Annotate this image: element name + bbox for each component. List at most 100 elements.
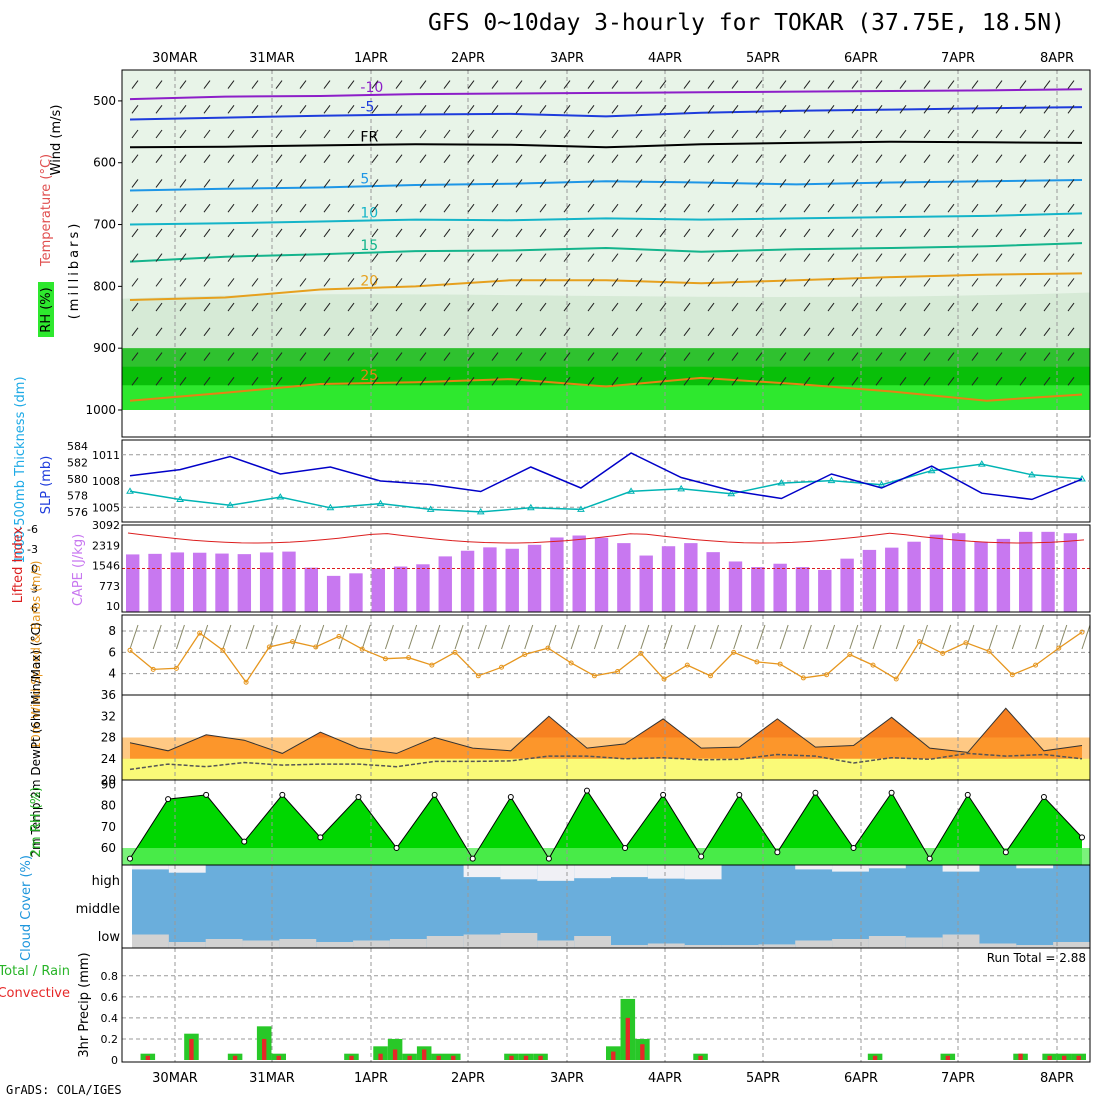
wind-barb	[539, 253, 547, 262]
rh-marker	[165, 796, 172, 803]
slp-tick-label: 1011	[92, 449, 120, 462]
bottom-date-label: 7APR	[941, 1071, 975, 1086]
wind-barb	[443, 80, 451, 89]
wind-barb	[755, 80, 763, 89]
wind-barb	[539, 104, 547, 114]
wind-barb	[683, 302, 691, 312]
wind-barb	[467, 376, 475, 386]
wind-barb	[347, 352, 355, 361]
surface-wind-barb	[1011, 624, 1021, 650]
cape-bar	[237, 554, 252, 612]
wind-tick-label: 6	[108, 645, 116, 659]
isotherm-label: -5	[360, 100, 374, 116]
wind-barb	[995, 179, 1003, 188]
wind-barb	[251, 327, 259, 337]
precip-conv-bar	[276, 1055, 281, 1060]
wind-barb	[443, 228, 451, 238]
lifted-index-line	[127, 532, 1085, 544]
wind-barb	[419, 104, 427, 114]
wind-barb	[587, 253, 595, 262]
wind-barb	[731, 80, 739, 89]
wind-barb	[683, 203, 691, 213]
wind-barb	[179, 154, 187, 164]
rh-marker	[431, 791, 438, 798]
wind-barb	[635, 302, 643, 312]
rh-marker	[926, 855, 933, 862]
surface-wind-barb	[129, 624, 139, 650]
thickness-marker	[877, 480, 886, 488]
upper-ylabel-rh: RH (%)	[39, 287, 54, 332]
top-date-label: 6APR	[844, 51, 878, 66]
wind-barb	[275, 278, 283, 287]
wind-barb	[419, 253, 427, 262]
cloud-high-gap	[684, 865, 722, 880]
wind-speed-marker	[800, 675, 806, 681]
wind-barb	[875, 302, 883, 312]
wind-barb	[1019, 253, 1027, 262]
wind-barb	[611, 203, 619, 213]
surface-wind-barb	[710, 624, 719, 650]
cape-ylabel-cape: CAPE (J/kg)	[71, 534, 86, 606]
cape-bar	[572, 535, 586, 612]
cape-bar	[907, 541, 921, 612]
rh-marker	[812, 789, 819, 796]
wind-speed-marker	[336, 633, 342, 639]
wind-barb	[179, 129, 187, 139]
surface-wind-barb	[895, 624, 905, 650]
cloud-low-gap	[758, 944, 796, 948]
isotherm-line	[129, 242, 1083, 263]
wind-barb	[251, 203, 259, 213]
cape-bar	[728, 561, 743, 612]
wind-barb	[371, 253, 379, 262]
cape-bar	[929, 534, 944, 612]
wind-barb	[683, 278, 691, 287]
wind-barb	[635, 154, 643, 164]
surface-wind-barb	[199, 624, 209, 650]
wind-barb	[563, 228, 571, 238]
wind-barb	[899, 203, 907, 213]
wind-barb	[1019, 352, 1027, 361]
surface-wind-barb	[477, 624, 487, 650]
wind-barb	[803, 80, 811, 89]
wind-barb	[179, 203, 187, 213]
wind-barb	[323, 154, 331, 164]
wind-barb	[299, 203, 307, 213]
precip-conv-bar	[145, 1055, 150, 1060]
cloud-high-gap	[868, 865, 906, 869]
surface-wind-barb	[756, 624, 766, 650]
cloud-low-gap	[242, 940, 280, 948]
wind-barb	[779, 203, 787, 213]
wind-barb	[515, 80, 523, 89]
temp-ylabel: 2m Temp 2m DewPt (6hr Min/Max) (°C)	[29, 622, 43, 857]
thickness-marker	[977, 460, 986, 467]
wind-barb	[227, 129, 235, 139]
wind-barb	[155, 179, 163, 188]
wind-barb	[443, 179, 451, 188]
cape-bar	[148, 553, 162, 612]
wind-barb	[755, 228, 763, 238]
wind-barb	[875, 179, 883, 188]
upper-ylabel-pressure: (millibars)	[67, 221, 82, 320]
isotherm-line	[129, 272, 1083, 301]
wind-barb	[275, 129, 283, 139]
wind-barb	[155, 302, 163, 312]
wind-barb	[179, 253, 187, 262]
li-tick-label: -3	[27, 543, 38, 556]
surface-wind-barb	[640, 624, 650, 650]
wind-barb	[659, 302, 667, 312]
wind-barb	[923, 278, 931, 287]
surface-wind-barb	[524, 624, 534, 650]
wind-speed-marker	[777, 661, 783, 667]
wind-barb	[419, 278, 427, 287]
wind-barb	[443, 278, 451, 287]
wind-barb	[851, 203, 859, 213]
wind-barb	[995, 376, 1003, 386]
cape-bar	[952, 533, 966, 612]
precip-tick-label: 0.2	[101, 1033, 119, 1046]
wind-barb	[347, 129, 355, 139]
cape-bar	[617, 543, 631, 612]
wind-barb	[803, 203, 811, 213]
wind-barb	[371, 302, 379, 312]
wind-barb	[587, 104, 595, 114]
wind-barb	[155, 80, 163, 89]
